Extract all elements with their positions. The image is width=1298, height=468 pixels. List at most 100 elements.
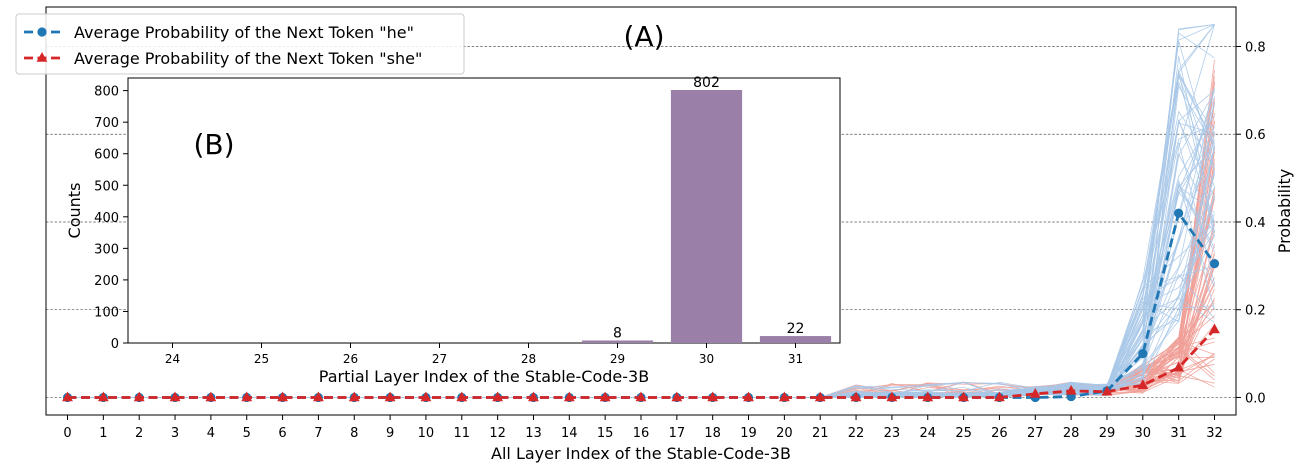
x-tick-label: 22 (848, 426, 865, 441)
data-point-triangle (886, 391, 898, 402)
data-point-triangle (205, 391, 217, 402)
inset-bar-value-label: 802 (693, 75, 720, 91)
inset-x-tick-label: 30 (699, 352, 714, 366)
data-point-triangle (1137, 379, 1149, 389)
x-tick-label: 3 (171, 426, 179, 441)
inset-y-tick-label: 800 (94, 85, 119, 100)
data-point-triangle (492, 391, 504, 402)
inset-y-tick-label: 500 (94, 179, 119, 194)
inset-bar (670, 89, 743, 343)
y-tick-label: 0.4 (1245, 216, 1266, 231)
inset-x-tick-label: 26 (343, 352, 358, 366)
legend: Average Probability of the Next Token "h… (15, 13, 465, 75)
x-tick-label: 18 (704, 426, 721, 441)
x-tick-label: 2 (135, 426, 143, 441)
y-tick-label: 0.0 (1245, 391, 1266, 406)
x-tick-label: 16 (633, 426, 650, 441)
inset-bar (759, 336, 832, 343)
inset-y-tick-label: 600 (94, 148, 119, 163)
inset-y-axis-title: Counts (65, 183, 84, 239)
data-point-circle (1174, 208, 1184, 218)
y-tick-label: 0.2 (1245, 304, 1266, 319)
data-point-triangle (277, 391, 288, 402)
data-point-triangle (994, 391, 1005, 402)
data-point-triangle (922, 391, 934, 402)
data-point-triangle (36, 52, 48, 62)
x-tick-label: 17 (669, 426, 686, 441)
main-axes: 0 1 2 3 4 5 6 7 8 9 10 11 12 13 14 15 16 17 18 19 20 21 22 23 24… (45, 6, 1294, 463)
inset-chart: 0 100 200 300 400 500 600 700 800 24 25 26 27 28 29 8 30… (65, 75, 841, 386)
data-point-triangle (1065, 384, 1077, 395)
data-point-circle (1138, 348, 1148, 359)
inset-x-axis-title: Partial Layer Index of the Stable-Code-3… (319, 367, 649, 386)
data-point-triangle (528, 391, 539, 402)
inset-bar (581, 340, 654, 343)
inset-y-tick-label: 700 (94, 116, 119, 131)
x-tick-label: 31 (1170, 426, 1187, 441)
inset-y-tick-label: 300 (94, 242, 119, 257)
data-point-triangle (420, 391, 432, 402)
legend-box (15, 13, 465, 75)
x-axis-title: All Layer Index of the Stable-Code-3B (491, 444, 791, 463)
data-point-triangle (241, 391, 253, 402)
data-point-triangle (958, 391, 969, 402)
x-tick-label: 10 (418, 426, 435, 441)
data-point-triangle (1173, 361, 1185, 372)
data-point-triangle (850, 391, 862, 402)
main-series (62, 208, 1220, 403)
x-tick-label: 0 (63, 426, 71, 441)
data-point-triangle (743, 391, 754, 402)
data-point-triangle (635, 391, 647, 402)
y-axis-title: Probability (1275, 169, 1294, 254)
x-tick-label: 20 (776, 426, 793, 441)
inset-x-tick-label: 27 (432, 352, 447, 366)
x-tick-label: 11 (454, 426, 471, 441)
x-tick-label: 5 (243, 426, 251, 441)
inset-y-tick-label: 200 (94, 274, 119, 289)
inset-x-tick-label: 28 (521, 352, 536, 366)
data-point-triangle (1029, 387, 1041, 398)
y-tick-label: 0.6 (1245, 128, 1266, 143)
panel-label-a: (A) (623, 20, 664, 53)
data-point-triangle (97, 391, 109, 402)
x-tick-label: 19 (740, 426, 757, 441)
x-tick-label: 12 (489, 426, 506, 441)
inset-x-tick-label: 31 (788, 352, 803, 366)
x-tick-label: 28 (1063, 426, 1080, 441)
x-tick-label: 15 (597, 426, 614, 441)
data-point-triangle (1209, 323, 1220, 334)
x-tick-label: 8 (350, 426, 358, 441)
x-tick-label: 23 (884, 426, 901, 441)
data-point-circle (1209, 259, 1220, 269)
data-point-circle (37, 27, 47, 37)
data-point-triangle (169, 391, 181, 402)
x-tick-label: 14 (561, 426, 578, 441)
x-tick-label: 26 (991, 426, 1008, 441)
data-point-triangle (384, 391, 396, 402)
x-tick-label: 25 (955, 426, 972, 441)
x-tick-label: 9 (386, 426, 394, 441)
data-point-triangle (707, 391, 719, 402)
legend-entry-he: Average Probability of the Next Token "h… (24, 23, 414, 42)
inset-bar-value-label: 8 (613, 325, 622, 341)
x-tick-label: 30 (1135, 426, 1152, 441)
data-point-triangle (1101, 385, 1113, 396)
legend-label: Average Probability of the Next Token "s… (74, 49, 422, 68)
legend-label: Average Probability of the Next Token "h… (74, 23, 414, 42)
inset-y-tick-label: 400 (94, 211, 119, 226)
data-point-triangle (814, 391, 826, 402)
data-point-triangle (133, 391, 145, 402)
x-tick-label: 1 (99, 426, 107, 441)
x-tick-label: 27 (1027, 426, 1044, 441)
data-point-triangle (313, 391, 324, 402)
x-tick-label: 7 (314, 426, 322, 441)
data-point-triangle (599, 391, 611, 402)
x-tick-label: 6 (278, 426, 286, 441)
x-tick-label: 21 (812, 426, 829, 441)
data-point-triangle (563, 391, 575, 402)
series-she (62, 323, 1220, 402)
data-point-triangle (671, 391, 683, 402)
data-point-triangle (778, 391, 790, 402)
